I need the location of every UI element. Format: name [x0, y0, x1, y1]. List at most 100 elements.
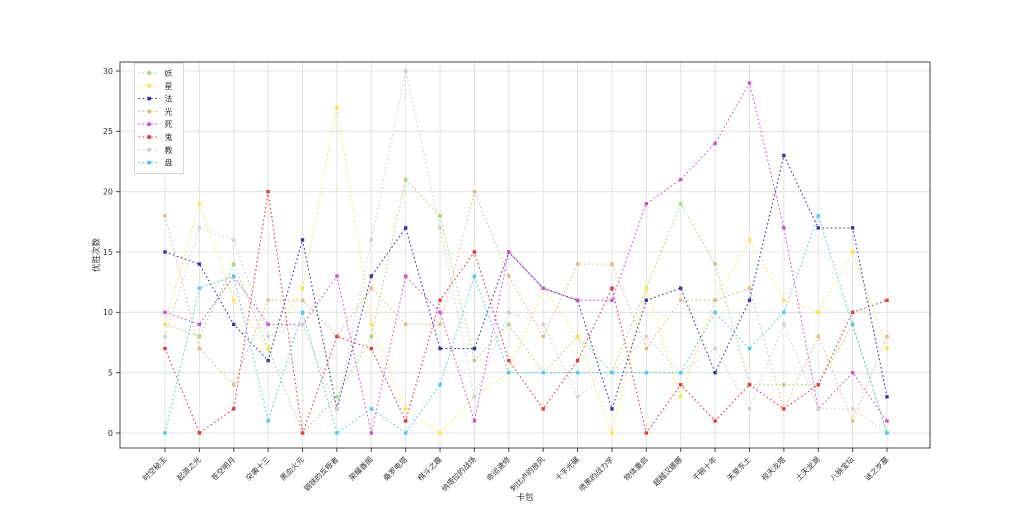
data-point-marker	[507, 274, 511, 278]
y-tick-label: 30	[103, 67, 113, 76]
data-point-marker	[472, 346, 477, 351]
data-point-marker	[644, 346, 649, 351]
legend-item-3: 光	[138, 106, 173, 116]
x-tick-label: 棋斗之趣	[415, 454, 444, 483]
data-point-marker	[747, 298, 752, 302]
data-point-marker	[472, 358, 477, 363]
data-point-marker	[644, 286, 649, 290]
data-point-marker	[403, 419, 408, 423]
data-point-marker	[885, 334, 889, 339]
data-point-marker	[163, 346, 167, 351]
data-point-marker	[782, 383, 786, 387]
data-point-marker	[816, 383, 820, 387]
data-point-marker	[644, 431, 649, 435]
data-point-marker	[747, 346, 752, 351]
legend-item-4: 死	[138, 120, 173, 129]
data-point-marker	[197, 334, 202, 339]
data-point-marker	[438, 226, 442, 230]
data-point-marker	[679, 370, 683, 375]
data-point-marker	[679, 298, 683, 302]
data-point-marker	[163, 250, 167, 254]
data-point-marker	[300, 298, 305, 302]
x-tick-label: 命运速修	[484, 454, 513, 483]
data-point-marker	[541, 286, 545, 290]
data-point-marker	[850, 322, 855, 327]
x-tick-label: 刺比卢的放风	[508, 454, 547, 493]
data-point-marker	[644, 202, 649, 206]
data-point-marker	[369, 274, 373, 278]
data-point-marker	[816, 334, 820, 339]
data-point-marker	[644, 298, 649, 302]
data-point-marker	[610, 262, 614, 266]
data-point-marker	[713, 310, 717, 315]
legend-item-5: 鬼	[138, 132, 173, 142]
x-tick-label: 突袭十三	[243, 454, 271, 482]
series-line-5	[163, 189, 889, 435]
data-point-marker	[403, 177, 408, 182]
data-point-marker	[850, 370, 855, 375]
y-tick-label: 0	[108, 429, 113, 438]
data-point-marker	[816, 214, 820, 218]
data-point-marker	[438, 346, 442, 351]
legend-label: 死	[165, 120, 173, 129]
data-point-marker	[335, 334, 339, 339]
data-point-marker	[610, 298, 614, 302]
data-point-marker	[403, 322, 408, 327]
data-point-marker	[163, 310, 167, 315]
grid	[120, 62, 930, 448]
x-tick-label: 天堂东土	[725, 454, 754, 483]
legend-label: 妖	[165, 68, 173, 78]
x-tick-label: 苍空明月	[209, 454, 237, 482]
data-point-marker	[850, 407, 855, 411]
data-point-marker	[369, 334, 373, 339]
data-point-marker	[472, 395, 477, 399]
data-point-marker	[610, 286, 614, 290]
data-point-marker	[610, 370, 614, 375]
data-point-marker	[575, 334, 580, 339]
data-point-marker	[782, 298, 786, 302]
data-point-marker	[300, 286, 305, 290]
data-point-marker	[610, 407, 614, 411]
data-point-marker	[369, 407, 373, 411]
data-point-marker	[816, 226, 820, 230]
data-point-marker	[472, 419, 477, 423]
data-point-marker	[541, 334, 545, 339]
data-point-marker	[782, 407, 786, 411]
x-tick-label: 喷黑的战力学	[576, 454, 615, 493]
data-point-marker	[403, 407, 408, 411]
data-point-marker	[713, 262, 717, 266]
data-point-marker	[232, 383, 236, 387]
data-point-marker	[197, 431, 202, 435]
data-point-marker	[885, 346, 889, 351]
data-point-marker	[335, 105, 339, 109]
legend-label: 法	[165, 94, 173, 104]
data-point-marker	[816, 310, 820, 315]
data-point-marker	[747, 286, 752, 290]
data-point-marker	[679, 383, 683, 387]
data-point-marker	[163, 334, 167, 339]
data-point-marker	[713, 141, 717, 146]
data-point-marker	[816, 407, 820, 411]
data-point-marker	[438, 214, 442, 218]
data-point-marker	[885, 419, 889, 423]
legend-marker	[147, 71, 151, 75]
legend-marker	[147, 84, 151, 88]
data-point-marker	[541, 322, 545, 327]
x-axis-label: 卡包	[516, 492, 534, 503]
data-point-marker	[850, 419, 855, 423]
plot-frame	[119, 61, 931, 449]
data-point-marker	[197, 202, 202, 206]
data-point-marker	[575, 395, 580, 399]
data-point-marker	[507, 322, 511, 327]
data-point-marker	[266, 346, 270, 351]
data-point-marker	[850, 310, 855, 315]
data-point-marker	[747, 81, 752, 85]
x-tick-label: 起源之光	[175, 454, 204, 483]
data-point-marker	[782, 310, 786, 315]
data-point-marker	[232, 322, 236, 327]
data-point-marker	[679, 202, 683, 206]
data-point-marker	[266, 298, 270, 302]
legend-label: 鬼	[165, 132, 173, 142]
